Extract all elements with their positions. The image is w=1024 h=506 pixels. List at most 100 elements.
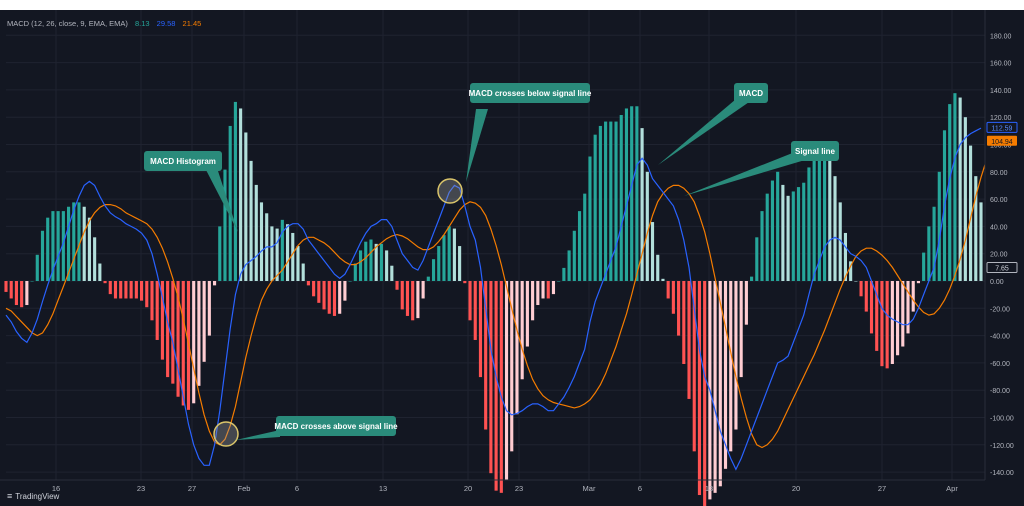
x-tick-label: 16 — [52, 484, 60, 493]
histogram-bar — [390, 265, 394, 281]
histogram-bar — [849, 261, 853, 281]
x-tick-label: Mar — [583, 484, 596, 493]
histogram-bar — [703, 281, 707, 506]
histogram-bar — [150, 281, 154, 321]
histogram-bar — [108, 281, 112, 295]
histogram-bar — [604, 121, 608, 282]
histogram-bar — [181, 281, 185, 406]
histogram-bar — [760, 211, 764, 281]
histogram-bar — [802, 182, 806, 281]
histogram-bar — [20, 281, 24, 308]
histogram-bar — [61, 211, 65, 281]
histogram-bar — [145, 281, 149, 308]
histogram-bar — [916, 281, 920, 284]
y-tick-label: -20.00 — [990, 306, 1010, 313]
histogram-bar — [129, 281, 133, 299]
signal-last-value: 104.94 — [991, 139, 1013, 146]
cross-below-circle — [437, 178, 463, 204]
histogram-bar — [661, 278, 665, 281]
callout-pointer-macd — [658, 94, 752, 165]
x-tick-label: 27 — [878, 484, 886, 493]
histogram-bar — [843, 232, 848, 281]
chart-panel: MACD Histogram MACD crosses below signal… — [0, 10, 1024, 506]
histogram-bar — [197, 281, 201, 386]
histogram-bar — [301, 263, 305, 281]
x-tick-label: 13 — [705, 484, 713, 493]
histogram-bar — [812, 152, 816, 281]
histogram-bar — [405, 281, 410, 316]
histogram-bar — [374, 243, 378, 281]
x-tick-label: 27 — [188, 484, 196, 493]
annotations: MACD Histogram MACD crosses below signal… — [144, 83, 839, 447]
histogram-bar — [270, 226, 274, 281]
histogram-bar — [212, 281, 217, 286]
histogram-bar — [93, 237, 97, 281]
x-tick-label: 6 — [295, 484, 299, 493]
histogram-bar — [765, 193, 769, 281]
callout-label-signal: Signal line — [795, 147, 836, 156]
histogram-bar — [901, 281, 905, 347]
histogram-bar — [458, 246, 462, 281]
indicator-legend[interactable]: MACD (12, 26, close, 9, EMA, EMA) 8.13 2… — [7, 19, 201, 28]
histogram-bar — [713, 281, 717, 493]
histogram-bar — [859, 281, 863, 297]
histogram-bar — [317, 281, 321, 303]
histogram-bar — [677, 281, 681, 336]
histogram-bar — [343, 281, 347, 301]
callout-box-below — [470, 83, 590, 103]
callout-pointer-below — [466, 109, 488, 182]
macd-value: 29.58 — [156, 19, 176, 28]
histogram-bar — [218, 226, 222, 281]
histogram-bar — [958, 97, 962, 281]
histogram-bar — [666, 281, 670, 299]
macd-chart[interactable]: MACD Histogram MACD crosses below signal… — [0, 10, 1024, 506]
histogram-bar — [791, 191, 795, 281]
callout-pointer-histogram — [205, 168, 238, 232]
histogram-bar — [718, 281, 722, 487]
histogram-bar — [948, 104, 952, 281]
histogram-bar — [697, 281, 702, 496]
histogram-bar — [838, 202, 842, 281]
histogram-bar — [416, 281, 420, 319]
tradingview-brand[interactable]: ≡ TradingView — [7, 491, 59, 501]
histogram-bar — [379, 243, 383, 281]
histogram-bar — [854, 281, 858, 282]
histogram-bar — [385, 250, 389, 281]
y-tick-label: -80.00 — [990, 388, 1010, 395]
histogram-bar — [515, 281, 519, 415]
histogram-bar — [400, 281, 404, 310]
histogram-bar — [124, 281, 128, 299]
histogram-bar — [244, 132, 248, 281]
histogram-bar — [869, 281, 874, 334]
price-scale-bg — [985, 10, 1024, 490]
callout-label-below: MACD crosses below signal line — [469, 89, 592, 98]
callout-pointer-above — [236, 430, 280, 440]
histogram-bar — [192, 281, 196, 404]
histogram-bar — [692, 281, 696, 452]
brand-label: TradingView — [15, 491, 60, 501]
histogram-bar — [171, 281, 175, 384]
histogram-bar — [285, 224, 290, 281]
histogram-bar — [280, 219, 284, 281]
histogram-bar — [489, 281, 493, 474]
histogram-bar — [890, 281, 894, 364]
histogram-bar — [828, 158, 832, 281]
y-tick-label: 60.00 — [990, 197, 1008, 204]
x-tick-label: 20 — [464, 484, 472, 493]
histogram-bar — [630, 106, 634, 281]
cross-above-circle — [213, 421, 239, 447]
histogram-bar — [922, 252, 926, 281]
x-tick-label: 23 — [515, 484, 523, 493]
histogram-bar — [119, 281, 123, 299]
y-tick-label: 180.00 — [990, 33, 1012, 40]
histogram-last-value: 7.65 — [995, 266, 1009, 273]
histogram-bar — [932, 206, 936, 281]
histogram-bar — [202, 281, 206, 362]
histogram-bar — [906, 281, 910, 334]
histogram-bar — [327, 281, 331, 314]
callout-label-histogram: MACD Histogram — [150, 157, 216, 166]
histogram-bar — [306, 281, 310, 286]
histogram-bar — [551, 281, 556, 295]
histogram-bar — [254, 184, 258, 281]
y-tick-label: 160.00 — [990, 61, 1012, 68]
